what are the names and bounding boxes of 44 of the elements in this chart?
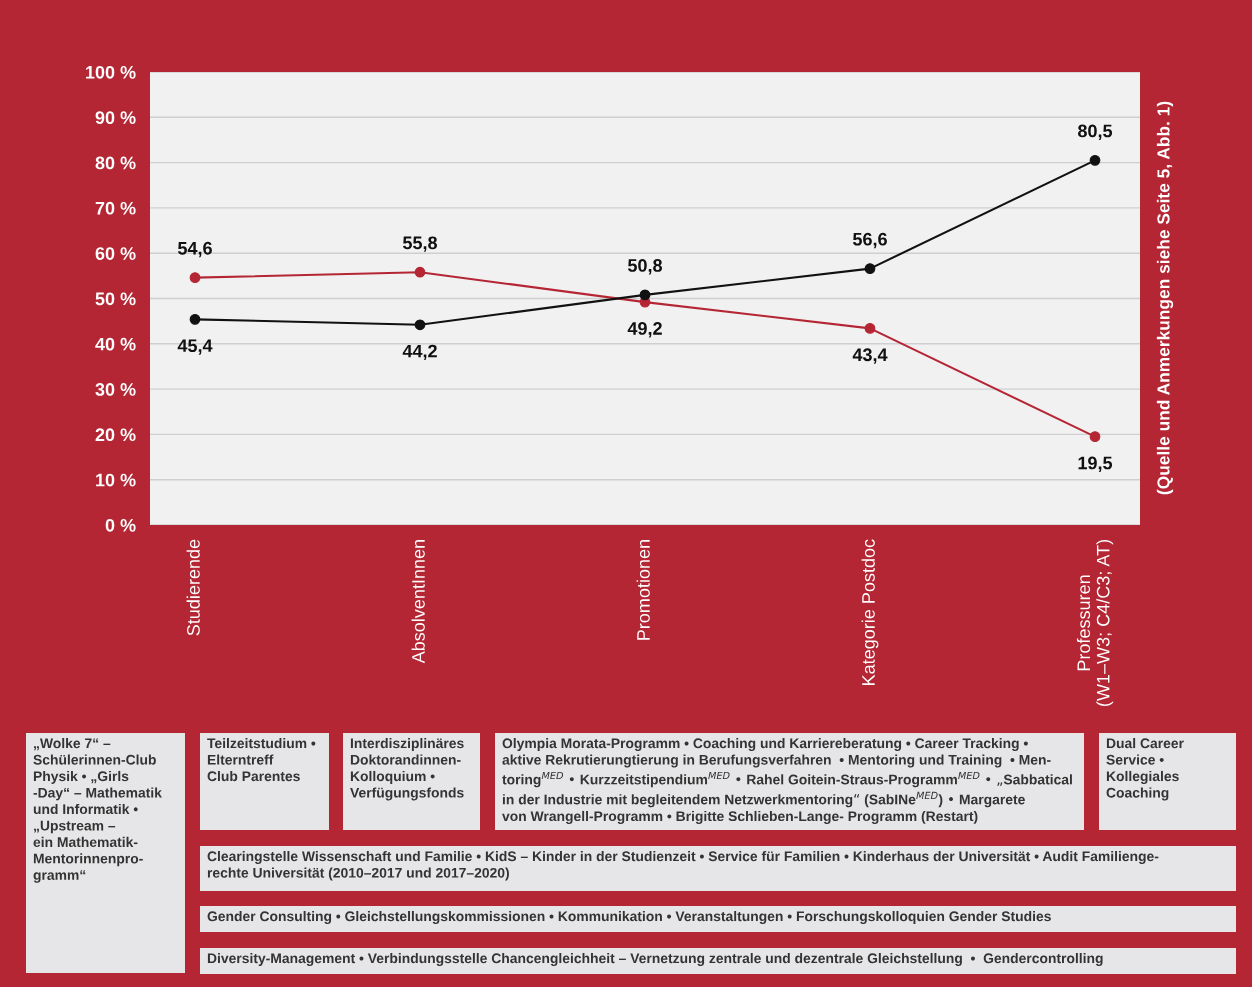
y-tick-label: 80 % [95, 156, 136, 170]
point [189, 313, 201, 325]
data-label: 44,2 [402, 344, 437, 361]
point [1089, 154, 1101, 166]
y-tick-label: 20 % [95, 428, 136, 442]
text: Clearingstelle Wissenschaft und Familie • KidS – Kinder in der Studienzeit • Service für Familien • Kinderhaus der Universität • Audit Familienge- rechte Universität (2010–2017 und 2017–2020) [207, 851, 1159, 881]
text: „Wolke 7“ – Schülerinnen-Club Physik • „Girls -Day“ – Mathematik und Informatik • „Upstream – ein Mathematik- Mentorinnenpro- gramm“ [33, 738, 162, 883]
y-tick-label: 90 % [95, 111, 136, 125]
data-label: 49,2 [627, 322, 662, 338]
data-label: 55,8 [402, 236, 438, 252]
point [864, 323, 876, 334]
y-tick-label: 70 % [95, 201, 136, 215]
y-tick-label: 10 % [96, 473, 136, 487]
data-label: 56,6 [852, 232, 887, 249]
text: (Quelle und Anmerkungen siehe Seite 5, Abb. 1) [1156, 101, 1174, 495]
data-label: 43,4 [852, 348, 888, 364]
point [414, 319, 426, 331]
text: Dual Career Service • Kollegiales Coaching [1106, 738, 1184, 801]
y-tick-label: 50 % [95, 292, 136, 306]
text: Teilzeitstudium • Elterntreff Club Parentes [207, 738, 316, 782]
data-label: 45,4 [177, 339, 213, 355]
text: Olympia Morata-Programm • Coaching und Karriereberatung • Career Tracking • aktive Rekrutierungtierung in Berufungsverfahren • Mentoring und Training • Men- toring$^{MED}$ • Kurzzeitstipendium$^{MED}$ • Rahel Goitein-Straus-Programm$^{MED}$ • „Sabbatical in der Industrie mit begleitendem Netzwerkmentoring“ (SabINe$^{MED}$) • Margarete von Wrangell-Programm • Brigitte Schlieben-Lange- Programm (Restart) [502, 738, 1072, 824]
point [414, 266, 426, 278]
data-label: 54,6 [177, 241, 212, 258]
y-tick-label: 100 % [86, 65, 136, 79]
point [639, 289, 651, 301]
data-label: 50,8 [627, 259, 663, 275]
x-tick-label: Kategorie Postdoc [861, 539, 879, 685]
text: Diversity-Management • Verbindungsstelle Chancengleichheit – Vernetzung zentrale und dezentrale Gleichstellung • Gendercontrolling [207, 953, 1103, 967]
x-tick-label: Promotionen [636, 540, 650, 640]
point [189, 272, 201, 284]
text: Interdisziplinäres Doktorandinnen- Kolloquium • Verfügungsfonds [350, 738, 464, 801]
y-tick-label: 30 % [95, 383, 136, 396]
data-label: 80,5 [1078, 124, 1113, 140]
y-tick-label: 0 % [105, 518, 136, 532]
point [864, 263, 876, 274]
x-tick-label: AbsolventInnen [411, 540, 425, 664]
data-label: 19,5 [1078, 456, 1113, 472]
y-tick-label: 40 % [95, 337, 136, 351]
point [1089, 431, 1101, 443]
x-tick-label: Professuren (W1–W3; C4/C3; AT) [1076, 540, 1114, 706]
text: Gender Consulting • Gleichstellungskommissionen • Kommunikation • Veranstaltungen • Forschungskolloquien Gender Studies [207, 911, 1051, 925]
y-tick-label: 60 % [95, 247, 136, 260]
x-tick-label: Studierende [186, 539, 200, 636]
